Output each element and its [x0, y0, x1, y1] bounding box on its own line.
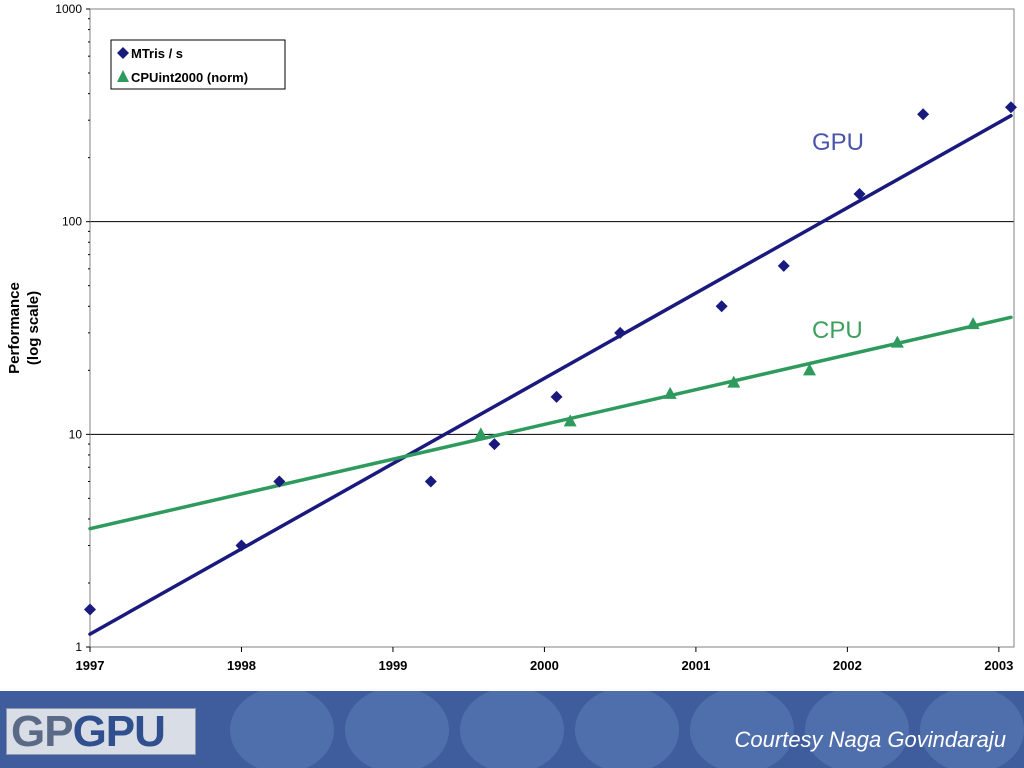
x-tick-label-2002: 2002 [833, 658, 862, 673]
y-axis-ticks: 1 10 100 1000 [55, 2, 90, 654]
gpgpu-logo: GPGPU [6, 708, 196, 755]
gpu-trend-label: GPU [812, 129, 864, 156]
x-tick-label-1998: 1998 [227, 658, 256, 673]
mtris-point-10 [917, 108, 930, 121]
y-tick-label-100: 100 [62, 215, 82, 229]
legend-entry-mtris: MTris / s [131, 46, 183, 61]
mtris-point-2 [273, 475, 286, 488]
x-tick-label-1999: 1999 [378, 658, 407, 673]
x-tick-label-1997: 1997 [76, 658, 105, 673]
logo-text-gp: GP [11, 707, 74, 756]
x-tick-label-2003: 2003 [984, 658, 1013, 673]
trend-line-gpu [88, 113, 1013, 636]
cpuint-point-1 [563, 414, 577, 427]
logo-text-gpu: GPU [72, 707, 166, 756]
credit-text: Courtesy Naga Govindaraju [734, 727, 1006, 752]
legend-marker-mtris [117, 47, 129, 59]
legend-entry-cpuint: CPUint2000 (norm) [131, 70, 248, 85]
mtris-point-6 [614, 326, 627, 339]
y-axis-title-line1: Performance [6, 282, 23, 374]
grid-lines [90, 221, 1014, 435]
trend-line-cpu [88, 315, 1013, 531]
mtris-point-1 [235, 539, 248, 552]
mtris-point-3 [424, 475, 437, 488]
y-tick-label-1: 1 [75, 640, 82, 654]
mtris-point-8 [777, 259, 790, 272]
cpuint-point-0 [474, 427, 488, 440]
trend-lines [88, 113, 1013, 636]
plot-area [89, 8, 1015, 648]
x-tick-label-2001: 2001 [681, 658, 710, 673]
y-tick-label-1000: 1000 [55, 2, 82, 16]
cpuint-point-5 [890, 335, 904, 348]
cpu-trend-label: CPU [812, 317, 863, 344]
mtris-point-11 [1004, 101, 1017, 114]
cpuint-point-2 [663, 386, 677, 399]
data-points [84, 101, 1017, 616]
legend: MTris / s CPUint2000 (norm) [110, 39, 286, 90]
x-axis-ticks: 1997 1998 1999 2000 2001 2002 2003 [76, 647, 1013, 673]
cpuint-point-4 [803, 363, 817, 376]
footer-banner: GPGPU Courtesy Naga Govindaraju [0, 691, 1024, 768]
y-axis-title-line2: (log scale) [25, 291, 42, 365]
cpuint-point-3 [727, 375, 741, 388]
mtris-point-7 [715, 300, 728, 313]
cpuint-point-6 [966, 317, 980, 330]
mtris-point-4 [488, 438, 501, 451]
mtris-point-5 [550, 390, 563, 403]
mtris-point-0 [84, 603, 96, 616]
legend-marker-cpuint [117, 70, 129, 82]
y-tick-label-10: 10 [69, 427, 83, 441]
mtris-point-9 [853, 187, 866, 200]
x-tick-label-2000: 2000 [530, 658, 559, 673]
